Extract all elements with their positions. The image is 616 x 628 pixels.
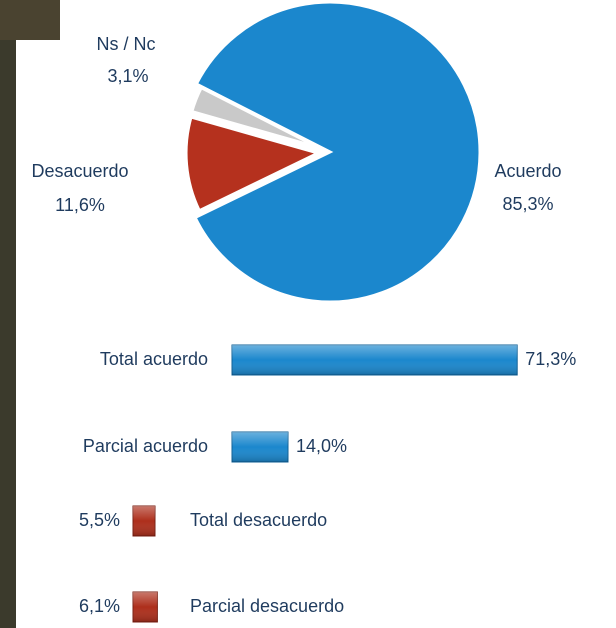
bar-label: Total desacuerdo	[190, 510, 327, 530]
bar-value: 71,3%	[525, 349, 576, 369]
bar-label: Parcial acuerdo	[83, 436, 208, 456]
chart: Acuerdo 85,3% Desacuerdo 11,6% Ns / Nc 3,1% To…	[0, 0, 616, 628]
slice-value: 3,1%	[107, 66, 148, 86]
bar-shade	[232, 432, 288, 462]
bar-value: 6,1%	[79, 596, 120, 616]
bar-shade	[232, 345, 517, 375]
bar-value: 14,0%	[296, 436, 347, 456]
slice-label: Desacuerdo	[31, 161, 128, 181]
photo-corner	[0, 0, 60, 40]
bar-label: Parcial desacuerdo	[190, 596, 344, 616]
bar-shade	[133, 506, 155, 536]
photo-edge	[0, 0, 16, 628]
bar-label: Total acuerdo	[100, 349, 208, 369]
slice-label: Acuerdo	[494, 161, 561, 181]
slice-value: 11,6%	[55, 195, 105, 215]
slice-value: 85,3%	[502, 194, 553, 214]
bar-value: 5,5%	[79, 510, 120, 530]
bar-shade	[133, 592, 157, 622]
slice-label: Ns / Nc	[96, 34, 155, 54]
